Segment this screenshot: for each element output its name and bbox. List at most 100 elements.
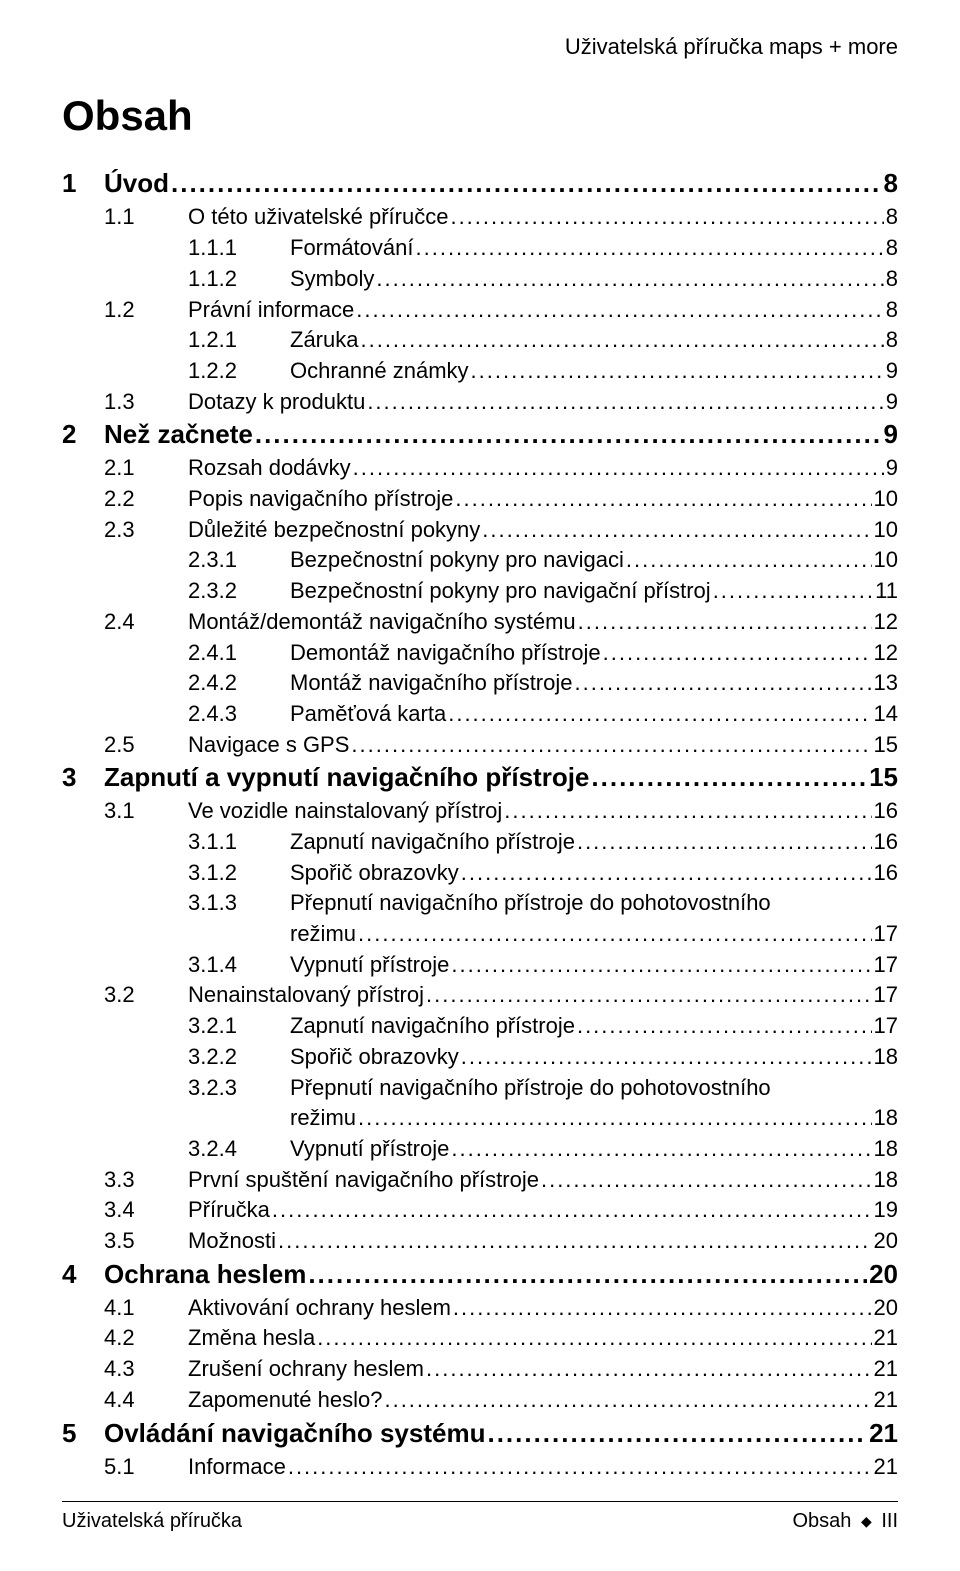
toc-number: 1.1.1 [188,233,290,263]
toc-text: Rozsah dodávky [188,453,351,483]
toc-page: 15 [869,760,898,795]
toc-number: 1.2.2 [188,356,290,386]
toc-entry: 3.4Příručka19 [62,1195,898,1225]
toc-leader [453,1293,872,1323]
toc-page: 21 [874,1354,898,1384]
toc-page: 17 [874,919,898,949]
toc-entry: 3.2.2Spořič obrazovky18 [62,1042,898,1072]
toc-leader [278,1226,871,1256]
toc-entry: 3.2.1Zapnutí navigačního přístroje17 [62,1011,898,1041]
toc-entry: 2.4.3Paměťová karta14 [62,699,898,729]
toc-text: Spořič obrazovky [290,1042,459,1072]
toc-text: Navigace s GPS [188,730,349,760]
toc-leader [577,827,872,857]
toc-text: Ochranné známky [290,356,469,386]
toc-leader [308,1257,867,1292]
toc-page: 8 [886,264,898,294]
toc-entry: 5Ovládání navigačního systému21 [62,1416,898,1451]
page-title: Obsah [62,88,898,145]
toc-entry: 4.2Změna hesla21 [62,1323,898,1353]
toc-leader [713,576,873,606]
toc-number: 1.2.1 [188,325,290,355]
toc-entry: 3.2.3Přepnutí navigačního přístroje do p… [62,1073,898,1103]
toc-entry: 3.1.2Spořič obrazovky16 [62,858,898,888]
toc-entry: 3.2Nenainstalovaný přístroj17 [62,980,898,1010]
toc-leader [317,1323,871,1353]
toc-leader [575,668,872,698]
toc-text: Symboly [290,264,374,294]
toc-leader [384,1385,871,1415]
toc-number: 2.4.3 [188,699,290,729]
toc-number: 2.1 [104,453,188,483]
toc-leader [450,202,883,232]
toc-number: 3.4 [104,1195,188,1225]
toc-page: 8 [886,295,898,325]
toc-leader [448,699,871,729]
toc-text: Zrušení ochrany heslem [188,1354,424,1384]
toc-number: 2 [62,417,104,452]
toc-number: 2.5 [104,730,188,760]
toc-number: 3.2.4 [188,1134,290,1164]
toc-number: 2.2 [104,484,188,514]
toc-page: 14 [874,699,898,729]
toc-entry: 3.2.4Vypnutí přístroje18 [62,1134,898,1164]
toc-text: Úvod [104,166,169,201]
toc-page: 16 [874,858,898,888]
toc-leader [578,607,872,637]
toc-page: 10 [874,515,898,545]
toc-text: Popis navigačního přístroje [188,484,453,514]
toc-leader [353,453,884,483]
toc-page: 16 [874,796,898,826]
toc-entry: 2.4.1Demontáž navigačního přístroje12 [62,638,898,668]
toc-entry: 2.4.2Montáž navigačního přístroje13 [62,668,898,698]
toc-page: 11 [875,576,898,606]
footer-left: Uživatelská příručka [62,1508,242,1535]
toc-text: Zapnutí navigačního přístroje [290,827,575,857]
toc-page: 12 [874,638,898,668]
toc-text: Než začnete [104,417,253,452]
toc-page: 17 [874,980,898,1010]
toc-entry: 3.5Možnosti20 [62,1226,898,1256]
toc-entry: 2.3.2Bezpečnostní pokyny pro navigační p… [62,576,898,606]
toc-text: Přepnutí navigačního přístroje do pohoto… [290,1073,771,1103]
toc-text: Vypnutí přístroje [290,1134,449,1164]
toc-leader [272,1195,872,1225]
toc-number: 4.3 [104,1354,188,1384]
toc-leader [358,919,872,949]
toc-number: 2.3.1 [188,545,290,575]
toc-entry: 2.3.1Bezpečnostní pokyny pro navigaci10 [62,545,898,575]
toc-number: 3.1.4 [188,950,290,980]
toc-text: Bezpečnostní pokyny pro navigační přístr… [290,576,711,606]
toc-page: 21 [869,1416,898,1451]
toc-text: Změna hesla [188,1323,315,1353]
diamond-icon: ◆ [861,1513,872,1529]
toc-text: Nenainstalovaný přístroj [188,980,424,1010]
toc-number: 1.1 [104,202,188,232]
toc-text: Ve vozidle nainstalovaný přístroj [188,796,502,826]
toc-number: 2.3.2 [188,576,290,606]
toc-leader [288,1452,872,1482]
toc-leader [416,233,884,263]
toc-text: režimu [290,919,356,949]
toc-leader [626,545,872,575]
toc-page: 10 [874,545,898,575]
toc-leader [451,950,871,980]
toc-page: 9 [886,453,898,483]
toc-number: 2.4.1 [188,638,290,668]
toc-number: 3.2.2 [188,1042,290,1072]
toc-number: 3.5 [104,1226,188,1256]
toc-entry: 3.1.4Vypnutí přístroje17 [62,950,898,980]
toc-text: Informace [188,1452,286,1482]
toc-leader [426,1354,872,1384]
toc-number: 1 [62,166,104,201]
toc-page: 21 [874,1385,898,1415]
toc-page: 15 [874,730,898,760]
toc-text: Dotazy k produktu [188,387,365,417]
toc-entry: 2.3Důležité bezpečnostní pokyny10 [62,515,898,545]
toc-text: Spořič obrazovky [290,858,459,888]
toc-number: 1.3 [104,387,188,417]
toc-entry: režimu 17 [62,919,898,949]
toc-leader [461,858,872,888]
toc-page: 17 [874,950,898,980]
toc-text: Záruka [290,325,358,355]
